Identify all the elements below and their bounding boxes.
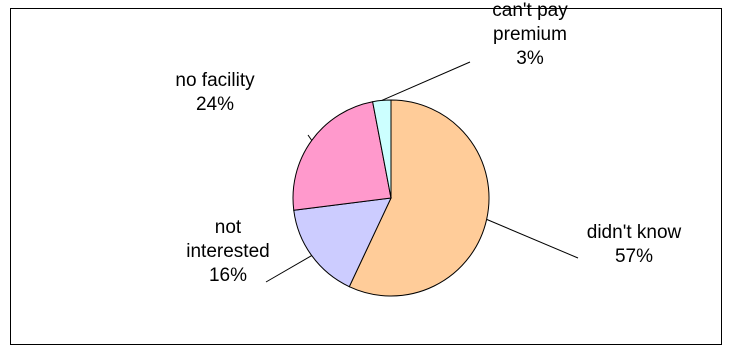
- leader-line-2: [265, 255, 312, 283]
- leader-line-1: [486, 218, 579, 259]
- leader-line-3: [307, 134, 313, 141]
- slice-name-label-2: interested: [186, 241, 269, 262]
- slice-percent-label-1: 57%: [615, 246, 653, 267]
- pie-slice-2: [293, 197, 392, 288]
- slice-percent-label-2: 16%: [209, 265, 247, 286]
- slice-percent-label-3: 24%: [196, 94, 234, 115]
- pie-slice-1: [348, 99, 490, 297]
- slice-name-label-1: didn't know: [587, 222, 682, 243]
- pie-slice-3: [292, 101, 392, 211]
- slice-name-label-4: can't pay: [492, 0, 568, 21]
- slice-percent-label-4: 3%: [516, 48, 544, 69]
- slice-name-label-3: no facility: [175, 70, 255, 91]
- slice-name-label-2: not: [215, 217, 242, 238]
- slice-name-label-4: premium: [493, 24, 567, 45]
- leader-line-4: [381, 61, 471, 101]
